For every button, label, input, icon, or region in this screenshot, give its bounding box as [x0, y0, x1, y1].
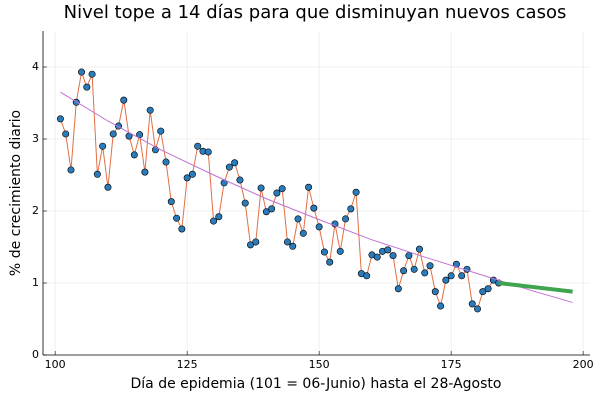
x-tick-label: 125: [177, 358, 198, 371]
data-point: [109, 130, 117, 138]
data-point: [120, 96, 128, 104]
data-point: [421, 269, 429, 277]
data-point: [88, 70, 96, 78]
data-point: [352, 188, 360, 196]
data-point: [310, 204, 318, 212]
data-point: [247, 241, 255, 249]
data-point: [426, 262, 434, 270]
data-point: [67, 166, 75, 174]
data-point: [241, 199, 249, 207]
data-point: [173, 214, 181, 222]
data-point: [236, 176, 244, 184]
y-tick-label: 1: [32, 276, 39, 289]
data-point: [384, 246, 392, 254]
data-point: [204, 148, 212, 156]
data-point: [283, 238, 291, 246]
data-point: [363, 272, 371, 280]
data-point: [178, 225, 186, 233]
data-point: [474, 305, 482, 313]
data-point: [268, 205, 276, 213]
data-point: [394, 285, 402, 293]
data-point: [78, 68, 86, 76]
data-point: [162, 158, 170, 166]
data-point: [231, 159, 239, 167]
data-point: [410, 265, 418, 273]
y-tick-label: 3: [32, 132, 39, 145]
data-point: [167, 198, 175, 206]
data-point: [225, 163, 233, 171]
data-point: [299, 229, 307, 237]
data-point: [194, 142, 202, 150]
data-point: [342, 215, 350, 223]
data-point: [183, 174, 191, 182]
data-point: [484, 285, 492, 293]
data-point: [415, 245, 423, 253]
y-tick-label: 2: [32, 204, 39, 217]
data-point: [83, 83, 91, 91]
x-tick-label: 200: [573, 358, 594, 371]
data-point: [130, 151, 138, 159]
data-point: [141, 168, 149, 176]
series-line: [60, 91, 573, 303]
data-point: [431, 288, 439, 296]
x-tick-label: 150: [309, 358, 330, 371]
data-point: [262, 208, 270, 216]
data-point: [188, 170, 196, 178]
x-axis-label: Día de epidemia (101 = 06-Junio) hasta e…: [131, 376, 502, 392]
data-point: [257, 184, 265, 192]
data-point: [56, 115, 64, 123]
data-point: [479, 288, 487, 296]
data-point: [294, 215, 302, 223]
data-point: [336, 247, 344, 255]
data-point: [468, 300, 476, 308]
data-point: [315, 223, 323, 231]
y-tick-label: 0: [32, 348, 39, 361]
data-point: [289, 242, 297, 250]
data-point: [320, 248, 328, 256]
data-point: [442, 276, 450, 284]
data-point: [62, 130, 70, 138]
data-point: [104, 183, 112, 191]
data-point: [437, 302, 445, 310]
x-tick-label: 175: [441, 358, 462, 371]
data-point: [400, 267, 408, 275]
data-point: [389, 252, 397, 260]
data-point: [273, 189, 281, 197]
data-point: [447, 272, 455, 280]
y-tick-label: 4: [32, 60, 39, 73]
y-axis-label: % de crecimiento diario: [8, 110, 24, 276]
data-point: [405, 252, 413, 260]
x-tick-label: 100: [45, 358, 66, 371]
data-point: [347, 205, 355, 213]
data-point: [210, 217, 218, 225]
data-point: [326, 258, 334, 266]
data-point: [305, 183, 313, 191]
data-point: [146, 106, 154, 114]
chart-title: Nivel tope a 14 días para que disminuyan…: [64, 2, 567, 23]
data-point: [93, 170, 101, 178]
data-point: [458, 272, 466, 280]
data-point: [99, 142, 107, 150]
data-point: [252, 238, 260, 246]
series-line: [498, 281, 573, 294]
data-point: [373, 253, 381, 261]
data-point: [151, 146, 159, 154]
data-point: [278, 185, 286, 193]
data-point: [215, 213, 223, 221]
data-point: [157, 127, 165, 135]
